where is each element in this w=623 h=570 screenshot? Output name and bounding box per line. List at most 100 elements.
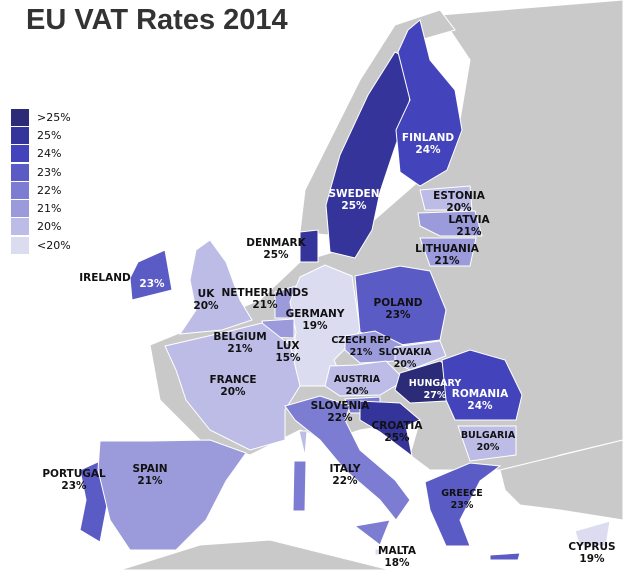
country-name: AUSTRIA — [333, 374, 381, 385]
legend-item: 20% — [11, 218, 71, 236]
country-rate: 18% — [384, 557, 410, 569]
country-name: ROMANIA — [451, 388, 509, 400]
legend-swatch — [11, 108, 29, 126]
country-name: FRANCE — [209, 374, 257, 386]
legend: >25% 25% 24% 23% 22% 21% 20% <20% — [11, 108, 71, 254]
country-malta — [374, 548, 382, 556]
legend-label: <20% — [37, 238, 71, 252]
country-bulgaria — [457, 425, 517, 462]
country-label: ROMANIA 24% — [452, 388, 508, 412]
country-rate: 27% — [423, 390, 447, 401]
country-rate: 15% — [275, 352, 301, 364]
island-sardinia — [292, 460, 307, 512]
country-label: FRANCE 20% — [209, 374, 256, 398]
country-label: ESTONIA 20% — [433, 190, 485, 214]
country-rate: 21% — [349, 347, 373, 358]
country-rate: 21% — [434, 255, 460, 267]
country-name: BELGIUM — [213, 331, 267, 343]
legend-item: 25% — [11, 126, 71, 144]
legend-label: >25% — [37, 110, 71, 124]
country-label: ITALY 22% — [329, 463, 360, 487]
country-label: CZECH REP 21% — [331, 335, 390, 359]
country-uk — [179, 239, 253, 335]
island-sicily — [353, 519, 391, 546]
country-name: POLAND — [373, 297, 423, 309]
country-label: BELGIUM 21% — [213, 331, 266, 355]
country-name: ITALY — [329, 463, 361, 475]
country-rate: 23% — [450, 500, 474, 511]
country-label: SLOVENIA 22% — [311, 400, 370, 424]
country-label: SWEDEN 25% — [329, 188, 380, 212]
country-label: HUNGARY 27% — [409, 378, 461, 402]
country-rate: 21% — [456, 226, 482, 238]
country-rate: 24% — [415, 144, 441, 156]
country-estonia — [419, 185, 473, 211]
country-label: AUSTRIA 20% — [334, 374, 380, 398]
country-label: FINLAND 24% — [402, 132, 454, 156]
country-ireland — [129, 249, 173, 301]
legend-label: 25% — [37, 128, 62, 142]
legend-item: >25% — [11, 108, 71, 126]
country-name: NETHERLANDS — [221, 287, 309, 299]
country-finland — [395, 19, 463, 187]
legend-label: 22% — [37, 183, 62, 197]
legend-item: 22% — [11, 181, 71, 199]
country-rate: 21% — [137, 475, 163, 487]
legend-swatch — [11, 145, 29, 163]
country-greece — [424, 462, 502, 547]
country-label: UK 20% — [193, 288, 218, 312]
legend-label: 21% — [37, 202, 62, 216]
country-name: CYPRUS — [568, 541, 616, 553]
country-name: ESTONIA — [433, 190, 485, 202]
legend-swatch — [11, 200, 29, 218]
country-name: BULGARIA — [460, 430, 516, 441]
country-label: LITHUANIA 21% — [415, 243, 479, 267]
country-label: SPAIN 21% — [132, 463, 167, 487]
non-eu-turkey — [499, 439, 623, 521]
country-rate: 23% — [61, 480, 87, 492]
country-rate: 20% — [220, 386, 246, 398]
legend-item: 23% — [11, 163, 71, 181]
country-slovakia — [394, 340, 447, 371]
country-name: GERMANY — [285, 308, 345, 320]
country-denmark — [299, 229, 319, 263]
country-label: POLAND 23% — [374, 297, 423, 321]
island-corsica — [298, 430, 308, 457]
legend-label: 23% — [37, 165, 62, 179]
legend-item: <20% — [11, 236, 71, 254]
country-name: MALTA — [377, 545, 417, 557]
country-name: CZECH REP — [331, 335, 391, 346]
country-rate: 23% — [385, 309, 411, 321]
country-rate: 19% — [579, 553, 605, 565]
country-label: NETHERLANDS 21% — [221, 287, 308, 311]
country-label: IRELAND — [79, 272, 131, 284]
country-name: FINLAND — [401, 132, 455, 144]
country-rate: 21% — [227, 343, 253, 355]
country-italy — [284, 395, 411, 521]
map-title: EU VAT Rates 2014 — [26, 4, 288, 36]
country-name: LUX — [276, 340, 300, 352]
country-rate: 20% — [345, 386, 369, 397]
country-label: CROATIA 25% — [372, 420, 423, 444]
country-label: MALTA 18% — [378, 545, 416, 569]
legend-item: 21% — [11, 199, 71, 218]
country-label: PORTUGAL 23% — [42, 468, 105, 492]
country-rate: 24% — [467, 400, 493, 412]
non-eu-africa — [119, 539, 391, 570]
country-name: UK — [197, 288, 215, 300]
country-austria — [324, 360, 406, 397]
country-rate: 25% — [384, 432, 410, 444]
country-rate: 20% — [393, 359, 417, 370]
country-latvia — [417, 210, 483, 237]
country-rate: 25% — [263, 249, 289, 261]
country-cyprus — [574, 520, 611, 547]
legend-swatch — [11, 218, 29, 236]
country-rate: 22% — [332, 475, 358, 487]
legend-swatch — [11, 181, 29, 199]
country-rate: 20% — [476, 442, 500, 453]
country-label: LUX 15% — [275, 340, 300, 364]
legend-item: 24% — [11, 145, 71, 163]
country-name: SWEDEN — [328, 188, 380, 200]
country-rate: 22% — [327, 412, 353, 424]
